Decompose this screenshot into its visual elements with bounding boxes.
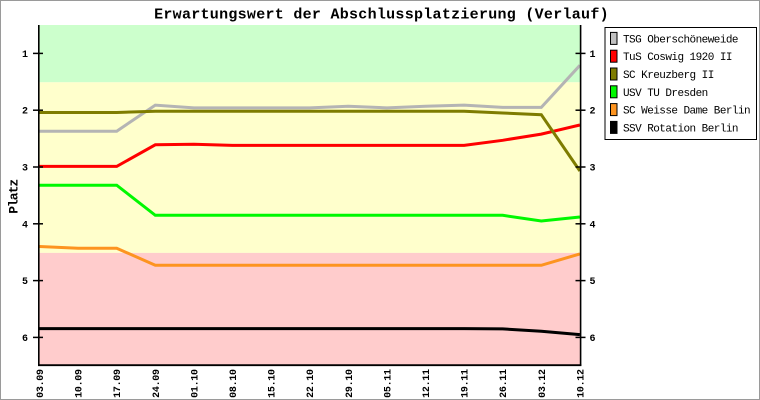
svg-text:10.12: 10.12 (576, 369, 587, 398)
svg-text:TuS Coswig 1920 II: TuS Coswig 1920 II (623, 52, 732, 64)
svg-text:SC Weisse Dame Berlin: SC Weisse Dame Berlin (623, 106, 750, 118)
svg-text:05.11: 05.11 (383, 369, 394, 398)
svg-text:1: 1 (590, 50, 596, 61)
svg-text:2: 2 (590, 107, 596, 118)
svg-text:24.09: 24.09 (152, 369, 163, 398)
svg-text:08.10: 08.10 (229, 369, 240, 398)
svg-text:6: 6 (590, 334, 596, 345)
svg-text:Platz: Platz (7, 180, 22, 214)
svg-text:2: 2 (22, 107, 28, 118)
svg-text:03.12: 03.12 (538, 369, 549, 398)
svg-text:15.10: 15.10 (268, 369, 279, 398)
svg-text:17.09: 17.09 (113, 369, 124, 398)
svg-text:3: 3 (22, 164, 28, 175)
svg-text:6: 6 (22, 334, 28, 345)
svg-text:5: 5 (22, 277, 28, 288)
svg-text:12.11: 12.11 (422, 369, 433, 398)
svg-text:SC Kreuzberg II: SC Kreuzberg II (623, 70, 714, 82)
svg-text:29.10: 29.10 (345, 369, 356, 398)
svg-text:5: 5 (590, 277, 596, 288)
svg-text:3: 3 (590, 164, 596, 175)
svg-text:10.09: 10.09 (75, 369, 86, 398)
svg-text:03.09: 03.09 (36, 369, 47, 398)
svg-text:19.11: 19.11 (461, 369, 472, 398)
svg-text:TSG Oberschöneweide: TSG Oberschöneweide (623, 34, 738, 46)
svg-text:4: 4 (590, 220, 596, 231)
svg-text:26.11: 26.11 (499, 369, 510, 398)
svg-text:1: 1 (22, 50, 28, 61)
svg-text:USV TU Dresden: USV TU Dresden (623, 88, 708, 100)
svg-text:SSV Rotation Berlin: SSV Rotation Berlin (623, 123, 738, 135)
svg-text:22.10: 22.10 (306, 369, 317, 398)
svg-text:Erwartungswert der Abschlusspl: Erwartungswert der Abschlussplatzierung … (154, 7, 609, 24)
svg-text:4: 4 (22, 220, 28, 231)
svg-text:01.10: 01.10 (190, 369, 201, 398)
